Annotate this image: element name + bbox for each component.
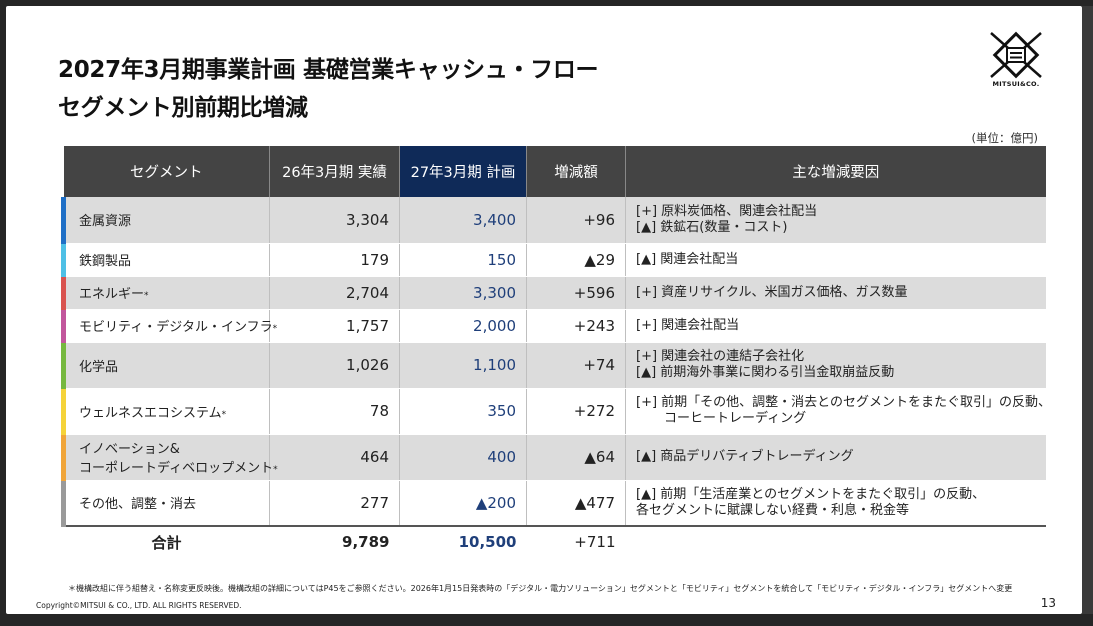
header-plan: 27年3月期 計画 (399, 146, 527, 197)
segment-name: ウェルネスエコシステム* (61, 388, 270, 435)
plan-value: 3,300 (399, 276, 527, 310)
footnote-mark: * (144, 291, 149, 301)
table-header-row: セグメント 26年3月期 実績 27年3月期 計画 増減額 主な増減要因 (63, 146, 1046, 197)
plan-value: ▲200 (399, 480, 527, 527)
table-row: イノベーション& コーポレートディベロップメント* 464 400 ▲64 [▲] 商品デ… (61, 434, 1046, 481)
total-label: 合計 (63, 525, 270, 558)
reason-cell: [+] 関連会社の連結子会社化 [▲] 前期海外事業に関わる引当金取崩益反動 (625, 342, 1046, 389)
plan-value: 400 (399, 434, 527, 481)
reason-cell: [+] 関連会社配当 (625, 309, 1046, 343)
actual-value: 1,757 (269, 309, 400, 343)
segment-name: モビリティ・デジタル・インフラ* (61, 309, 277, 343)
logo-text: MITSUI&CO. (992, 80, 1040, 88)
reason-line: [▲] 前期海外事業に関わる引当金取崩益反動 (636, 365, 895, 380)
footnote-mark: * (272, 324, 278, 334)
reason-line: 各セグメントに賦課しない経費・利息・税金等 (636, 502, 910, 518)
reason-cell: [+] 資産リサイクル、米国ガス価格、ガス数量 (625, 276, 1046, 310)
segment-label: 金属資源 (79, 214, 132, 230)
table-row: モビリティ・デジタル・インフラ* 1,757 2,000 +243 [+] 関連会社配当 (61, 309, 1046, 343)
segment-label: イノベーション& (79, 442, 180, 457)
plan-value: 2,000 (399, 309, 527, 343)
segment-name: イノベーション& コーポレートディベロップメント* (61, 434, 278, 481)
total-actual: 9,789 (269, 525, 400, 558)
footnote: ＊機構改組に伴う組替え・名称変更反映後。機構改組の詳細についてはP45をご参照く… (68, 584, 1013, 593)
segment-table: セグメント 26年3月期 実績 27年3月期 計画 増減額 主な増減要因 金属資… (61, 146, 1052, 558)
page-title: 2027年3月期事業計画 基礎営業キャッシュ・フロー (58, 57, 599, 83)
diff-value: +272 (526, 388, 626, 435)
reason-line: コーヒートレーディング (664, 411, 807, 426)
total-row: 合計 9,789 10,500 +711 (63, 525, 1046, 558)
table-row: ウェルネスエコシステム* 78 350 +272 [+] 前期「その他、調整・消去とのセ… (61, 388, 1052, 435)
table-row: 金属資源 3,304 3,400 +96 [+] 原料炭価格、関連会社配当 [▲] 鉄鉱石… (61, 197, 1046, 244)
segment-label: 化学品 (79, 359, 119, 375)
plan-value: 150 (399, 243, 527, 277)
mitsui-logo-icon (990, 31, 1042, 79)
footnote-mark: * (221, 409, 227, 420)
header-segment: セグメント (63, 146, 270, 197)
reason-line: [▲] 関連会社配当 (636, 251, 739, 267)
actual-value: 179 (269, 243, 400, 277)
segment-label: 鉄鋼製品 (79, 254, 132, 269)
reason-line: [+] 前期「その他、調整・消去とのセグメントをまたぐ取引」の反動、 (636, 395, 1052, 410)
segment-label-line2: コーポレートディベロップメント (79, 461, 274, 476)
actual-value: 1,026 (269, 342, 400, 389)
page-subtitle: セグメント別前期比増減 (58, 95, 308, 121)
reason-line: [+] 資産リサイクル、米国ガス価格、ガス数量 (636, 284, 908, 300)
reason-line: [▲] 前期「生活産業とのセグメントをまたぐ取引」の反動、 (636, 486, 986, 502)
reason-line: [+] 関連会社の連結子会社化 (636, 349, 805, 364)
diff-value: ▲64 (526, 434, 626, 481)
diff-value: ▲29 (526, 243, 626, 277)
actual-value: 78 (269, 388, 400, 435)
diff-value: +74 (526, 342, 626, 389)
table-row: その他、調整・消去 277 ▲200 ▲477 [▲] 前期「生活産業とのセグメントをま… (61, 480, 1046, 527)
header-diff: 増減額 (526, 146, 626, 197)
segment-name: エネルギー* (61, 276, 270, 310)
actual-value: 2,704 (269, 276, 400, 310)
total-empty (625, 525, 1046, 558)
diff-value: +596 (526, 276, 626, 310)
header-actual: 26年3月期 実績 (269, 146, 400, 197)
reason-cell: [▲] 関連会社配当 (625, 243, 1046, 277)
reason-cell: [+] 原料炭価格、関連会社配当 [▲] 鉄鉱石(数量・コスト) (625, 197, 1046, 244)
total-diff: +711 (526, 525, 626, 558)
window-edge (1082, 6, 1093, 614)
slide: 2027年3月期事業計画 基礎営業キャッシュ・フロー セグメント別前期比増減 M… (6, 6, 1082, 614)
diff-value: ▲477 (526, 480, 626, 527)
diff-value: +243 (526, 309, 626, 343)
actual-value: 3,304 (269, 197, 400, 244)
table-row: エネルギー* 2,704 3,300 +596 [+] 資産リサイクル、米国ガス価格、ガ… (61, 276, 1046, 310)
plan-value: 3,400 (399, 197, 527, 244)
segment-name: その他、調整・消去 (61, 480, 270, 527)
header-reasons: 主な増減要因 (625, 146, 1046, 197)
table-row: 化学品 1,026 1,100 +74 [+] 関連会社の連結子会社化 [▲] 前期海外事… (61, 342, 1046, 389)
table-row: 鉄鋼製品 179 150 ▲29 [▲] 関連会社配当 (61, 243, 1046, 277)
plan-value: 1,100 (399, 342, 527, 389)
segment-name: 化学品 (61, 342, 270, 389)
unit-label: (単位：億円) (971, 131, 1038, 145)
reason-cell: [▲] 前期「生活産業とのセグメントをまたぐ取引」の反動、 各セグメントに賦課しな… (625, 480, 1046, 527)
segment-name: 金属資源 (61, 197, 270, 244)
segment-name: 鉄鋼製品 (61, 243, 270, 277)
reason-cell: [+] 前期「その他、調整・消去とのセグメントをまたぐ取引」の反動、 コーヒートレ… (625, 388, 1052, 435)
copyright: Copyright©MITSUI & CO., LTD. ALL RIGHTS … (36, 601, 242, 610)
reason-line: [▲] 鉄鉱石(数量・コスト) (636, 219, 788, 235)
footnote-mark: * (273, 465, 278, 475)
plan-value: 350 (399, 388, 527, 435)
reason-line: [+] 関連会社配当 (636, 317, 740, 333)
actual-value: 464 (269, 434, 400, 481)
segment-label: エネルギー (79, 287, 145, 302)
segment-label: モビリティ・デジタル・インフラ (79, 320, 273, 335)
reason-line: [▲] 商品デリバティブトレーディング (636, 449, 854, 464)
actual-value: 277 (269, 480, 400, 527)
page-number: 13 (1040, 596, 1056, 610)
total-plan: 10,500 (399, 525, 527, 558)
reason-line: [+] 原料炭価格、関連会社配当 (636, 203, 818, 219)
diff-value: +96 (526, 197, 626, 244)
segment-label: ウェルネスエコシステム (79, 405, 222, 421)
reason-cell: [▲] 商品デリバティブトレーディング (625, 434, 1046, 481)
segment-label: その他、調整・消去 (79, 497, 197, 513)
